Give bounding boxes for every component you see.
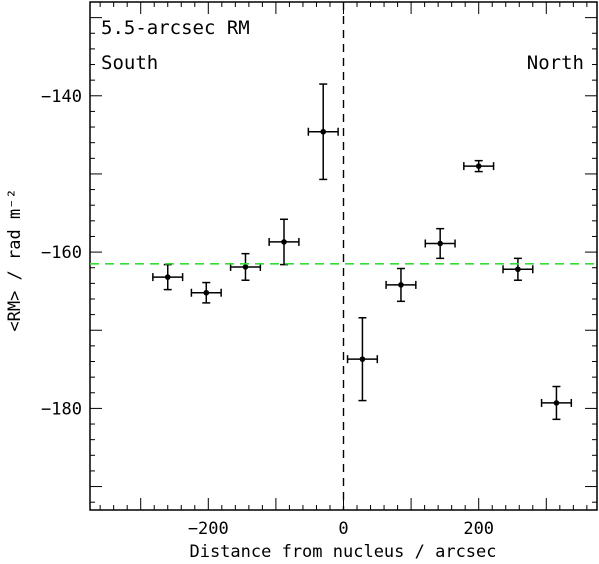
data-point [346,316,379,402]
y-axis-label: <RM> / rad m⁻² [5,188,25,331]
y-tick-label: −180 [41,399,82,419]
point-marker [553,400,560,406]
y-tick-label: −160 [41,243,82,263]
data-point [424,227,456,260]
annotation-top-left: 5.5-arcsec RM [101,17,250,39]
data-points [152,83,573,421]
data-point [540,385,573,421]
point-marker [475,163,482,169]
x-tick-label: −200 [188,519,229,539]
point-marker [203,289,210,296]
axis-ticks: −200 0 200 −140 −160 −180 [41,1,597,539]
point-marker [164,274,171,280]
data-point [463,159,495,173]
y-tick-label: −140 [41,87,82,107]
point-marker [320,128,327,135]
data-point [307,83,339,181]
point-marker [242,264,249,270]
data-point [229,252,262,281]
point-marker [359,356,366,362]
x-tick-label: 200 [463,519,494,539]
data-point [502,257,534,281]
annotation-north: North [527,52,584,74]
data-point [268,218,300,266]
point-marker [437,240,443,247]
point-marker [281,239,287,245]
data-point [152,263,184,291]
point-marker [398,282,404,288]
point-marker [515,266,521,273]
data-point [190,281,222,304]
annotation-south: South [101,52,158,74]
x-tick-label: 0 [338,519,348,539]
x-axis-label: Distance from nucleus / arcsec [189,542,496,562]
reference-lines [90,2,597,510]
data-point [385,267,417,303]
